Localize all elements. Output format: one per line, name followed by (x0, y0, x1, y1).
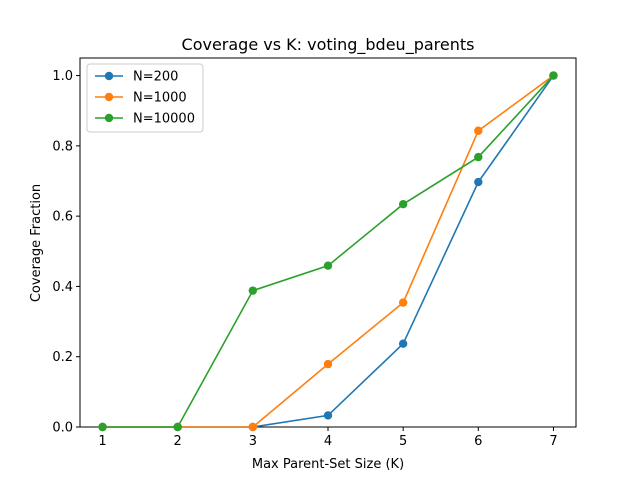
legend: N=200 N=1000 N=10000 (86, 63, 204, 133)
x-tick-label: 1 (98, 434, 106, 449)
data-point (398, 199, 408, 209)
data-point (474, 126, 483, 135)
data-point (323, 261, 333, 270)
chart-title: Coverage vs K: voting_bdeu_parents (182, 35, 475, 55)
x-tick-label: 4 (324, 434, 332, 449)
data-point (173, 422, 182, 432)
y-tick-label: 0.2 (52, 350, 73, 365)
x-tick-label: 7 (549, 434, 557, 449)
y-tick-label: 1.0 (52, 69, 73, 84)
x-tick-label: 2 (174, 434, 182, 449)
y-tick-label: 0.4 (52, 280, 73, 295)
y-tick-label: 0.8 (52, 139, 73, 154)
legend-label: N=200 (133, 70, 178, 85)
data-point (323, 411, 333, 420)
data-point (398, 298, 408, 307)
data-point (474, 152, 483, 162)
data-point (248, 286, 258, 295)
data-point (398, 339, 408, 348)
legend-box (86, 63, 204, 133)
x-axis-label: Max Parent-Set Size (K) (252, 457, 404, 472)
data-point (98, 422, 107, 432)
data-point (474, 177, 483, 187)
legend-marker (104, 113, 114, 123)
x-tick-label: 3 (249, 434, 257, 449)
y-tick-label: 0.6 (52, 210, 73, 225)
y-tick-label: 0.0 (52, 421, 73, 436)
x-tick-label: 5 (399, 434, 407, 449)
legend-label: N=1000 (133, 91, 187, 106)
data-point (549, 71, 558, 80)
legend-marker (104, 71, 114, 81)
y-axis-label: Coverage Fraction (29, 184, 44, 302)
legend-marker (104, 92, 114, 102)
x-tick-label: 6 (474, 434, 482, 449)
data-point (248, 422, 258, 432)
legend-label: N=10000 (133, 112, 195, 127)
data-point (323, 359, 333, 369)
plot-area: 1 2 3 4 5 6 7 0.0 0.2 0.4 0.6 0.8 1.0 (52, 57, 577, 449)
